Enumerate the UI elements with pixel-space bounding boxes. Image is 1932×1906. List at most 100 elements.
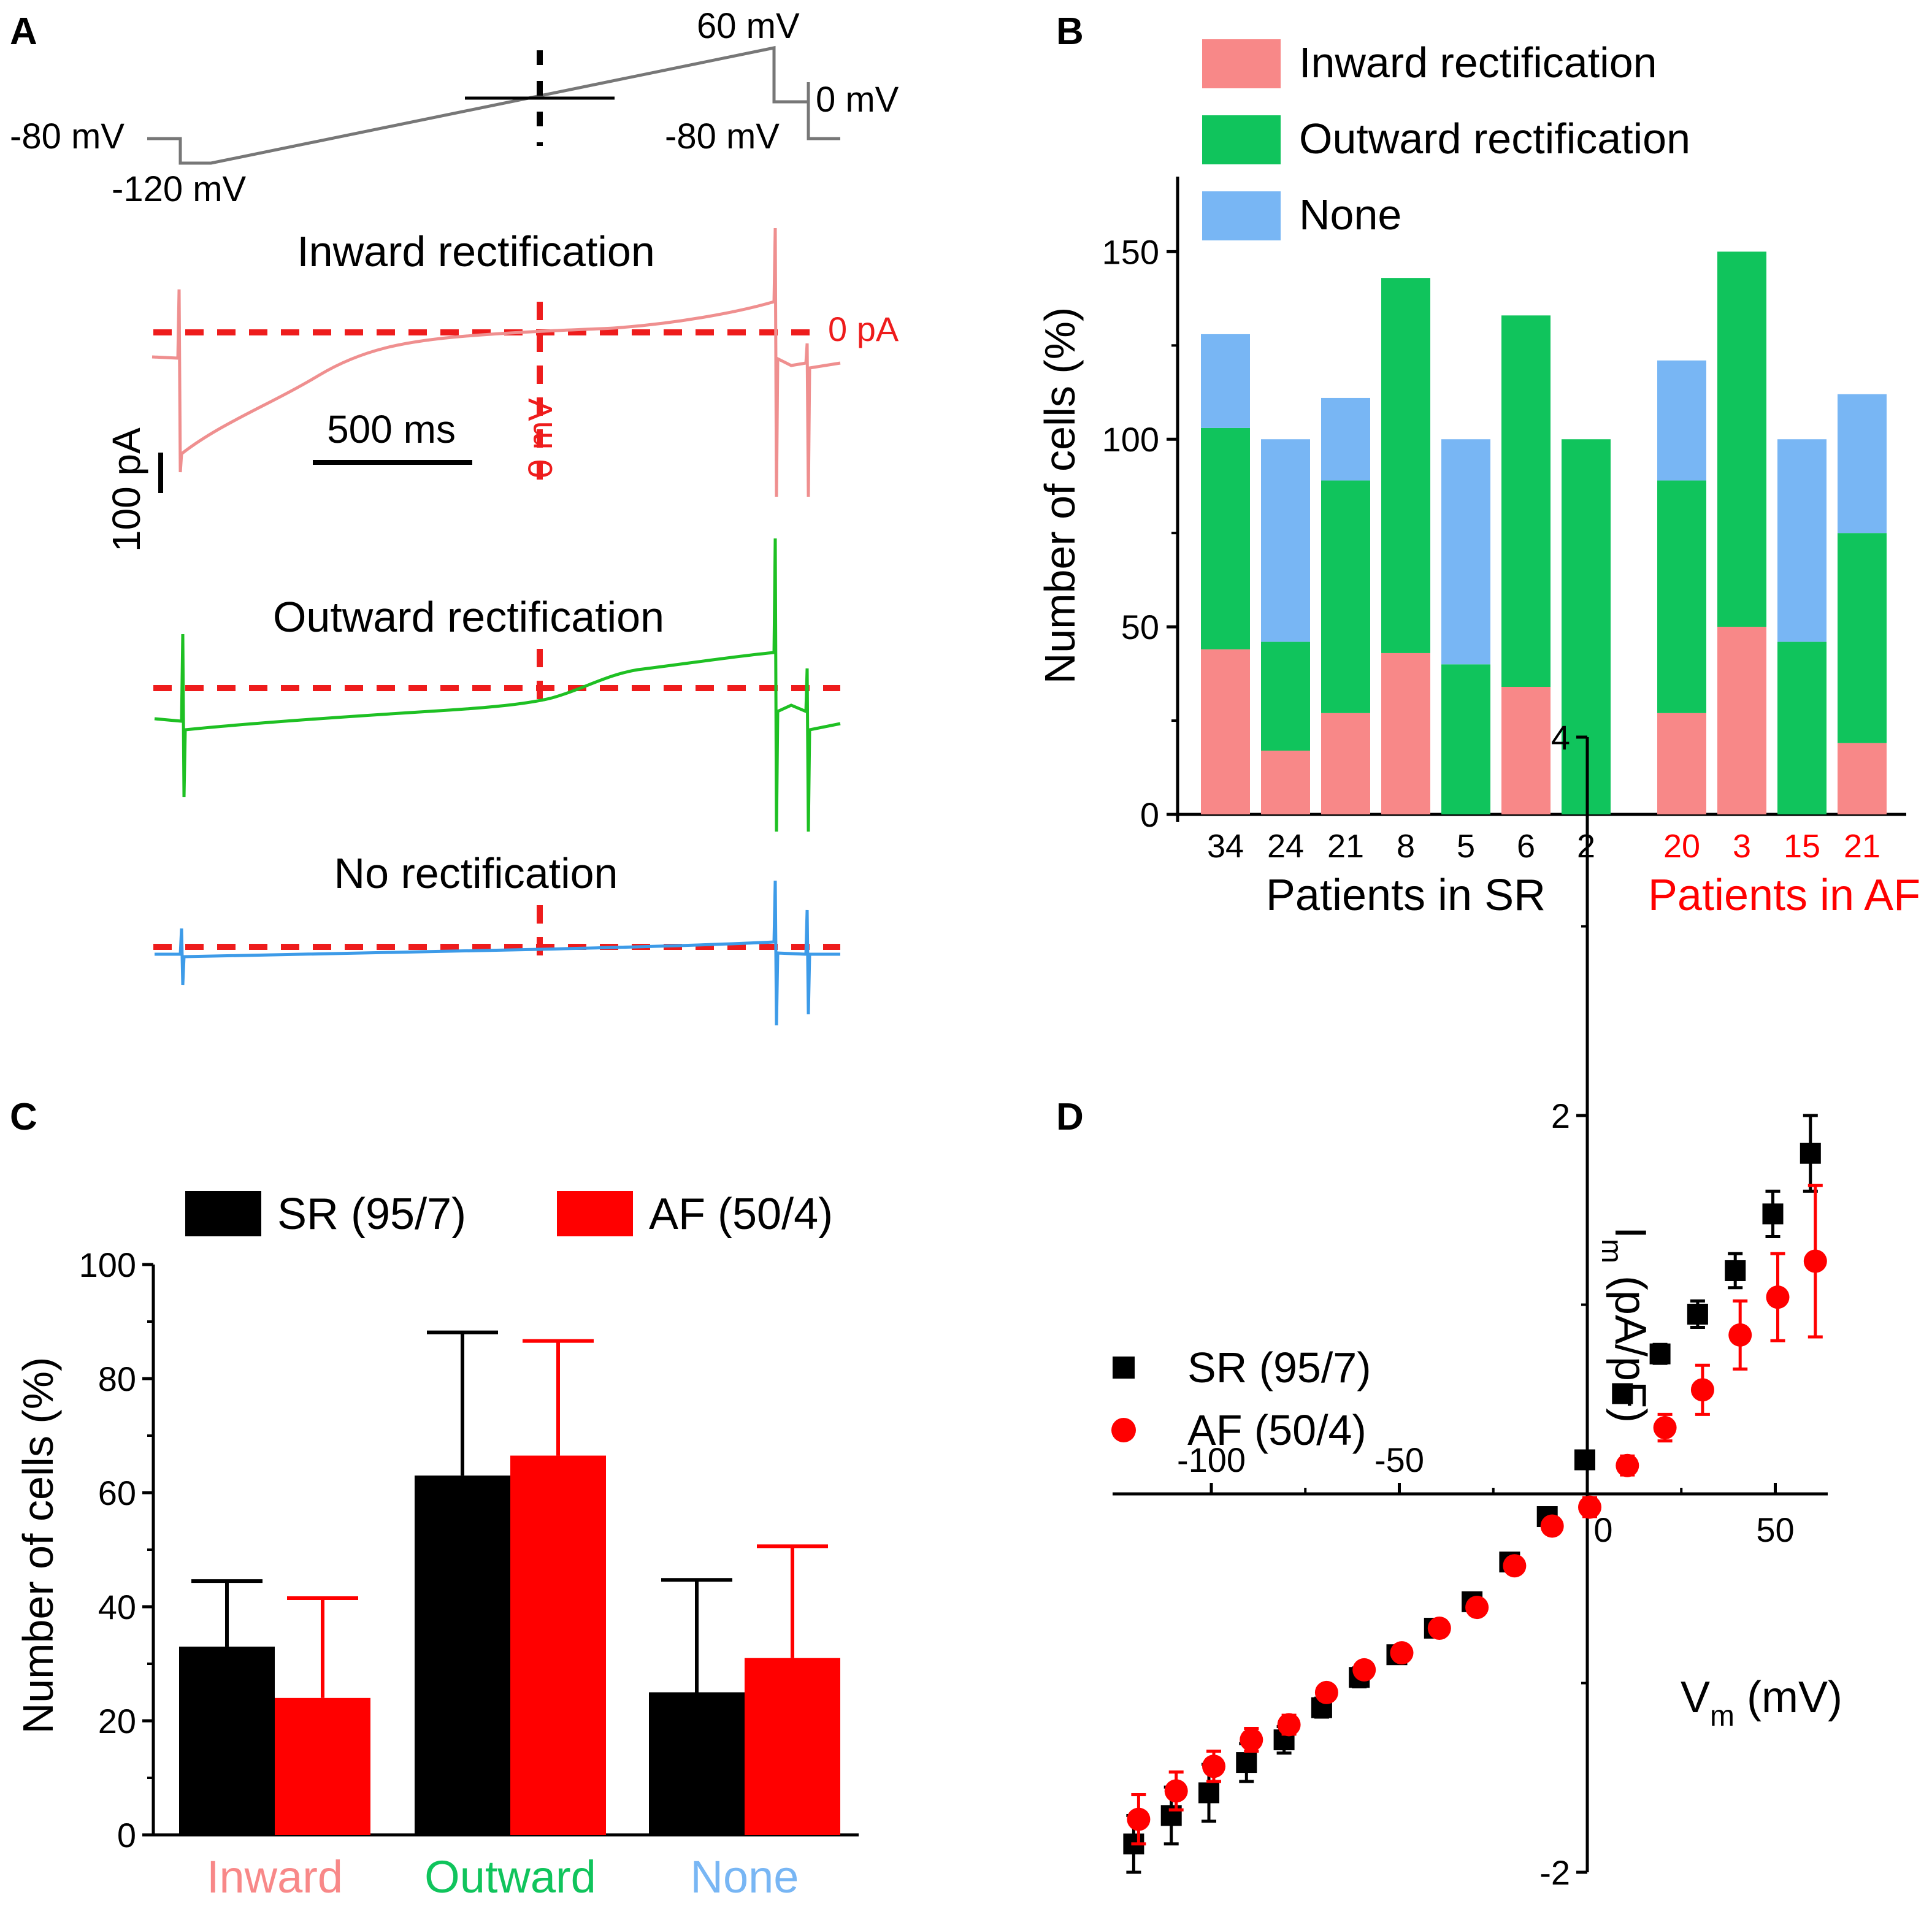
bar-b-0 [1321,713,1370,814]
point-d-af [1202,1755,1225,1778]
point-d-af [1164,1779,1188,1803]
x-tick-label-b: 21 [1327,828,1364,865]
x-tick-label-b: 8 [1397,828,1415,865]
x-tick-label-b: 15 [1784,828,1820,865]
x-axis-label-d-unit: (mV) [1735,1673,1842,1722]
point-d-sr [1649,1343,1671,1364]
bar-b-0 [1261,751,1310,814]
point-d-af [1465,1596,1489,1620]
point-d-af [1728,1323,1752,1347]
protocol-label-minus80-end: -80 mV [665,117,780,156]
bar-b-0 [1201,649,1250,814]
point-d-af [1578,1495,1601,1519]
x-tick-label-d: 50 [1756,1510,1794,1549]
point-d-af [1277,1713,1301,1737]
x-tick-label-b: 6 [1517,828,1535,865]
legend-swatch-b-2 [1202,191,1281,240]
y-tick-label-b: 100 [1102,420,1159,459]
bar-b-2 [1321,397,1370,481]
x-axis-label-d: Vm (mV) [1681,1673,1842,1732]
voltage-protocol [147,45,840,165]
x-tick-label-b: 20 [1663,828,1700,865]
legend-label-b-2: None [1299,191,1401,239]
point-d-af [1690,1378,1714,1402]
legend-marker-d-0 [1113,1357,1135,1379]
y-axis-label-c: Number of cells (%) [14,1357,62,1734]
protocol-label-60mv: 60 mV [697,6,800,46]
legend-label-d-0: SR (95/7) [1187,1344,1371,1391]
point-d-sr [1687,1303,1708,1325]
y-tick-label-b: 0 [1140,795,1159,834]
point-d-af [1653,1416,1677,1440]
y-tick-label-c: 20 [98,1702,136,1740]
point-d-sr [1800,1142,1821,1164]
bar-b-1 [1501,315,1551,687]
panel-c-chart: SR (95/7) AF (50/4) 0 20 40 60 80 100 Number of … [14,1190,859,1902]
legend-marker-d-1 [1111,1418,1136,1442]
bar-b-1 [1321,480,1370,713]
bar-b-1 [1381,278,1430,653]
y-axis-label-d-main: I [1606,1227,1655,1239]
panel-label-a: A [10,10,37,53]
point-d-af [1352,1658,1376,1682]
legend-label-c-1: AF (50/4) [649,1190,833,1239]
bar-b-0 [1501,687,1551,814]
category-label-c: Outward [424,1851,596,1902]
category-label-c: Inward [207,1851,343,1902]
point-d-sr [1160,1805,1182,1826]
y-tick-label-c: 40 [98,1588,136,1626]
y-tick-label-c: 100 [79,1246,136,1284]
trace-none [155,880,840,1026]
legend-label-b-1: Outward rectification [1299,115,1690,163]
bar-b-1 [1261,641,1310,751]
bar-b-0 [1657,713,1706,814]
group-label-b-1: Patients in AF [1648,871,1920,920]
panel-a: 60 mV 0 mV -80 mV -80 mV -120 mV Inward … [10,6,899,1026]
y-tick-label-c: 60 [98,1474,136,1512]
panel-b-chart: Inward rectification Outward rectificatio… [1036,39,1920,920]
group-label-b-0: Patients in SR [1266,871,1546,920]
y-tick-label-d: -2 [1539,1853,1570,1892]
point-d-af [1540,1514,1564,1538]
bar-b-0 [1381,653,1430,814]
legend-swatch-c-0 [185,1191,261,1236]
trace-none-line [155,880,840,1026]
panel-label-d: D [1056,1096,1084,1138]
point-d-sr [1762,1203,1784,1225]
x-axis-label-d-main: V [1681,1673,1710,1722]
x-tick-label-b: 5 [1457,828,1475,865]
bar-b-2 [1657,360,1706,481]
legend-label-b-0: Inward rectification [1299,39,1657,86]
trace-title-outward: Outward rectification [273,593,664,641]
zero-current-label: 0 pA [828,310,899,348]
bar-b-2 [1838,394,1887,534]
bar-c-1 [745,1658,840,1835]
y-tick-label-d: 2 [1551,1097,1570,1135]
legend-swatch-c-1 [557,1191,633,1236]
x-tick-label-d: -100 [1177,1441,1246,1479]
y-axis-label-b: Number of cells (%) [1036,307,1084,684]
bar-c-1 [510,1455,606,1835]
bar-c-0 [415,1475,510,1835]
point-d-sr [1612,1383,1633,1404]
trace-inward [151,228,841,497]
bar-b-1 [1838,533,1887,743]
point-d-af [1390,1641,1414,1665]
protocol-label-minus80-start: -80 mV [10,117,125,156]
legend-swatch-b-0 [1202,39,1281,88]
bar-b-1 [1777,641,1827,814]
point-d-af [1503,1554,1527,1578]
y-tick-label-c: 0 [117,1816,136,1854]
y-axis-label-d-sub: m [1595,1239,1628,1263]
trace-title-inward: Inward rectification [297,228,655,275]
point-d-sr [1725,1260,1746,1281]
protocol-label-minus120: -120 mV [112,169,247,209]
bar-b-1 [1201,427,1250,649]
point-d-af [1127,1807,1151,1831]
x-tick-label-b: 21 [1844,828,1880,865]
x-tick-label-b: 34 [1207,828,1244,865]
trace-outward-line [154,538,841,832]
point-d-sr [1198,1782,1219,1804]
